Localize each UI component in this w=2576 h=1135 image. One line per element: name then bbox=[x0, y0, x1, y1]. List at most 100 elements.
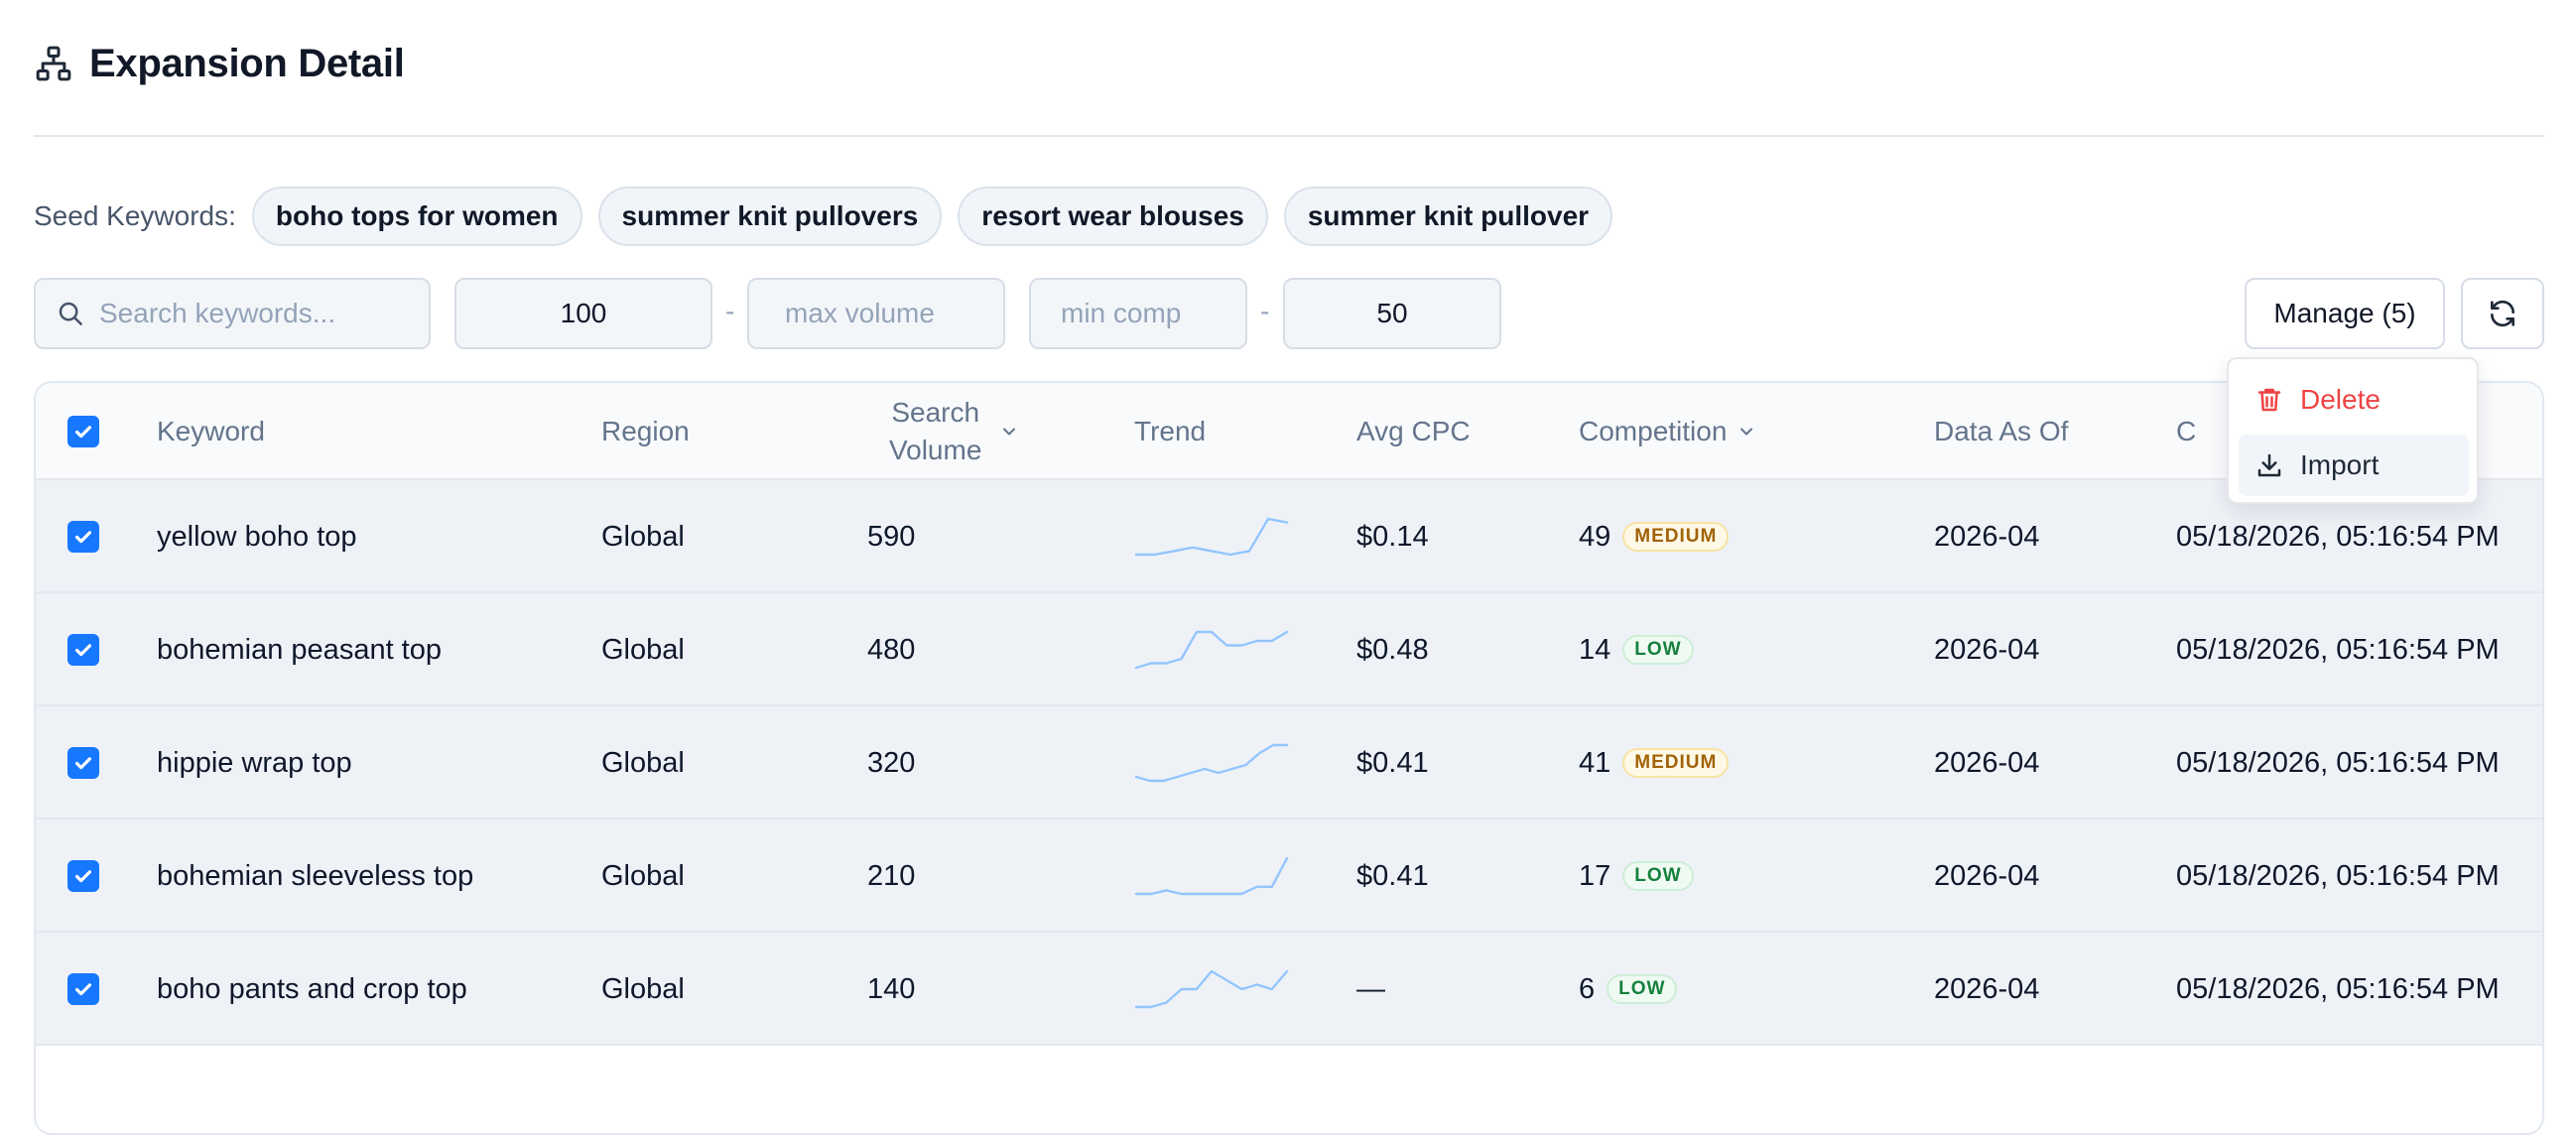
seed-chip[interactable]: summer knit pullovers bbox=[597, 187, 943, 246]
row-select-cell bbox=[67, 820, 99, 933]
select-all-checkbox[interactable] bbox=[67, 416, 99, 447]
search-placeholder: Search keywords... bbox=[99, 298, 336, 328]
seed-keywords-label: Seed Keywords: bbox=[34, 200, 236, 231]
row-checkbox[interactable] bbox=[67, 973, 99, 1005]
competition-level-badge: MEDIUM bbox=[1622, 748, 1730, 778]
table-row[interactable]: boho pants and crop top Global 140 — 2026-04… bbox=[36, 933, 2542, 1046]
trend-cell bbox=[1134, 480, 1289, 593]
created-cell: 05/18/2026, 05:16:54 PM bbox=[2176, 859, 2500, 892]
trend-sparkline bbox=[1134, 856, 1289, 896]
page-header: Expansion Detail bbox=[34, 36, 405, 91]
created-cell: 05/18/2026, 05:16:54 PM bbox=[2176, 520, 2500, 553]
seed-chip[interactable]: resort wear blouses bbox=[958, 187, 1268, 246]
search-icon bbox=[56, 299, 85, 328]
volume-range-dash: - bbox=[725, 296, 735, 326]
created-cell: 05/18/2026, 05:16:54 PM bbox=[2176, 972, 2500, 1005]
avg-cpc-cell: $0.14 bbox=[1356, 520, 1429, 553]
keyword-cell: hippie wrap top bbox=[157, 746, 352, 779]
keyword-cell: bohemian sleeveless top bbox=[157, 859, 474, 892]
trend-cell bbox=[1134, 820, 1289, 933]
col-keyword[interactable]: Keyword bbox=[157, 416, 265, 446]
competition-level-badge: LOW bbox=[1622, 861, 1694, 891]
filter-bar: Search keywords... 100 - max volume min … bbox=[34, 278, 2544, 349]
select-all-cell bbox=[67, 383, 99, 480]
col-region[interactable]: Region bbox=[601, 416, 690, 446]
min-volume-value: 100 bbox=[560, 298, 607, 328]
col-competition-label: Competition bbox=[1579, 416, 1728, 446]
import-label: Import bbox=[2300, 449, 2380, 480]
min-volume-input[interactable]: 100 bbox=[454, 278, 712, 349]
data-as-of-cell: 2026-04 bbox=[1934, 859, 2040, 892]
chevron-down-icon bbox=[1737, 422, 1756, 441]
min-comp-input[interactable]: min comp bbox=[1029, 278, 1247, 349]
trash-icon bbox=[2254, 384, 2286, 416]
search-input[interactable]: Search keywords... bbox=[34, 278, 431, 349]
table-row[interactable]: bohemian sleeveless top Global 210 $0.41 202… bbox=[36, 820, 2542, 933]
row-select-cell bbox=[67, 706, 99, 820]
keyword-cell: boho pants and crop top bbox=[157, 972, 467, 1005]
row-checkbox[interactable] bbox=[67, 747, 99, 779]
col-search-volume-line2: Volume bbox=[889, 435, 982, 465]
seed-keywords: Seed Keywords: boho tops for women summe… bbox=[34, 187, 1628, 246]
table-row[interactable]: bohemian peasant top Global 480 $0.48 2026-0… bbox=[36, 593, 2542, 706]
max-comp-input[interactable]: 50 bbox=[1283, 278, 1501, 349]
trend-sparkline bbox=[1134, 630, 1289, 670]
competition-cell: 14 LOW bbox=[1579, 593, 1694, 706]
data-as-of-cell: 2026-04 bbox=[1934, 746, 2040, 779]
manage-button-label: Manage (5) bbox=[2273, 298, 2416, 328]
created-cell: 05/18/2026, 05:16:54 PM bbox=[2176, 633, 2500, 666]
col-search-volume-line1: Search bbox=[891, 397, 980, 428]
table-row[interactable]: hippie wrap top Global 320 $0.41 2026-04 05/1… bbox=[36, 706, 2542, 820]
avg-cpc-cell: $0.48 bbox=[1356, 633, 1429, 666]
min-comp-placeholder: min comp bbox=[1061, 298, 1182, 328]
trend-cell bbox=[1134, 933, 1289, 1046]
col-data-as-of[interactable]: Data As Of bbox=[1934, 416, 2069, 446]
region-cell: Global bbox=[601, 859, 685, 892]
seed-chip[interactable]: boho tops for women bbox=[251, 187, 582, 246]
competition-cell: 49 MEDIUM bbox=[1579, 480, 1730, 593]
trend-sparkline bbox=[1134, 743, 1289, 783]
avg-cpc-cell: — bbox=[1356, 972, 1385, 1005]
col-competition[interactable]: Competition bbox=[1579, 383, 1756, 480]
col-trend: Trend bbox=[1134, 416, 1207, 446]
row-select-cell bbox=[67, 480, 99, 593]
trend-cell bbox=[1134, 706, 1289, 820]
manage-button[interactable]: Manage (5) bbox=[2245, 278, 2445, 349]
competition-level-badge: LOW bbox=[1607, 974, 1678, 1004]
page-title: Expansion Detail bbox=[89, 41, 405, 85]
row-checkbox[interactable] bbox=[67, 521, 99, 553]
region-cell: Global bbox=[601, 520, 685, 553]
refresh-button[interactable] bbox=[2461, 278, 2544, 349]
data-as-of-cell: 2026-04 bbox=[1934, 520, 2040, 553]
max-comp-value: 50 bbox=[1376, 298, 1408, 328]
region-cell: Global bbox=[601, 746, 685, 779]
search-volume-cell: 140 bbox=[867, 972, 916, 1005]
row-select-cell bbox=[67, 593, 99, 706]
competition-value: 6 bbox=[1579, 972, 1596, 1005]
table-row[interactable]: yellow boho top Global 590 $0.14 2026-04 05/1… bbox=[36, 480, 2542, 593]
seed-chip[interactable]: summer knit pullover bbox=[1283, 187, 1613, 246]
row-select-cell bbox=[67, 933, 99, 1046]
max-volume-placeholder: max volume bbox=[785, 298, 935, 328]
competition-cell: 17 LOW bbox=[1579, 820, 1694, 933]
trend-sparkline bbox=[1134, 969, 1289, 1009]
import-menu-item[interactable]: Import bbox=[2239, 435, 2469, 496]
comp-range-dash: - bbox=[1260, 296, 1270, 326]
col-created[interactable]: C bbox=[2176, 416, 2197, 446]
row-checkbox[interactable] bbox=[67, 860, 99, 892]
competition-value: 17 bbox=[1579, 859, 1611, 892]
competition-level-badge: LOW bbox=[1622, 635, 1694, 665]
keyword-cell: yellow boho top bbox=[157, 520, 357, 553]
competition-value: 49 bbox=[1579, 520, 1611, 553]
max-volume-input[interactable]: max volume bbox=[747, 278, 1005, 349]
manage-dropdown-menu: Delete Import bbox=[2227, 357, 2479, 504]
col-search-volume[interactable]: Search Volume bbox=[889, 383, 1078, 480]
keywords-table: Keyword Region Search Volume Trend Avg C… bbox=[34, 381, 2544, 1135]
data-as-of-cell: 2026-04 bbox=[1934, 633, 2040, 666]
delete-menu-item[interactable]: Delete bbox=[2239, 369, 2469, 431]
row-checkbox[interactable] bbox=[67, 634, 99, 666]
avg-cpc-cell: $0.41 bbox=[1356, 746, 1429, 779]
search-volume-cell: 590 bbox=[867, 520, 916, 553]
col-avg-cpc[interactable]: Avg CPC bbox=[1356, 416, 1471, 446]
trend-sparkline bbox=[1134, 517, 1289, 557]
